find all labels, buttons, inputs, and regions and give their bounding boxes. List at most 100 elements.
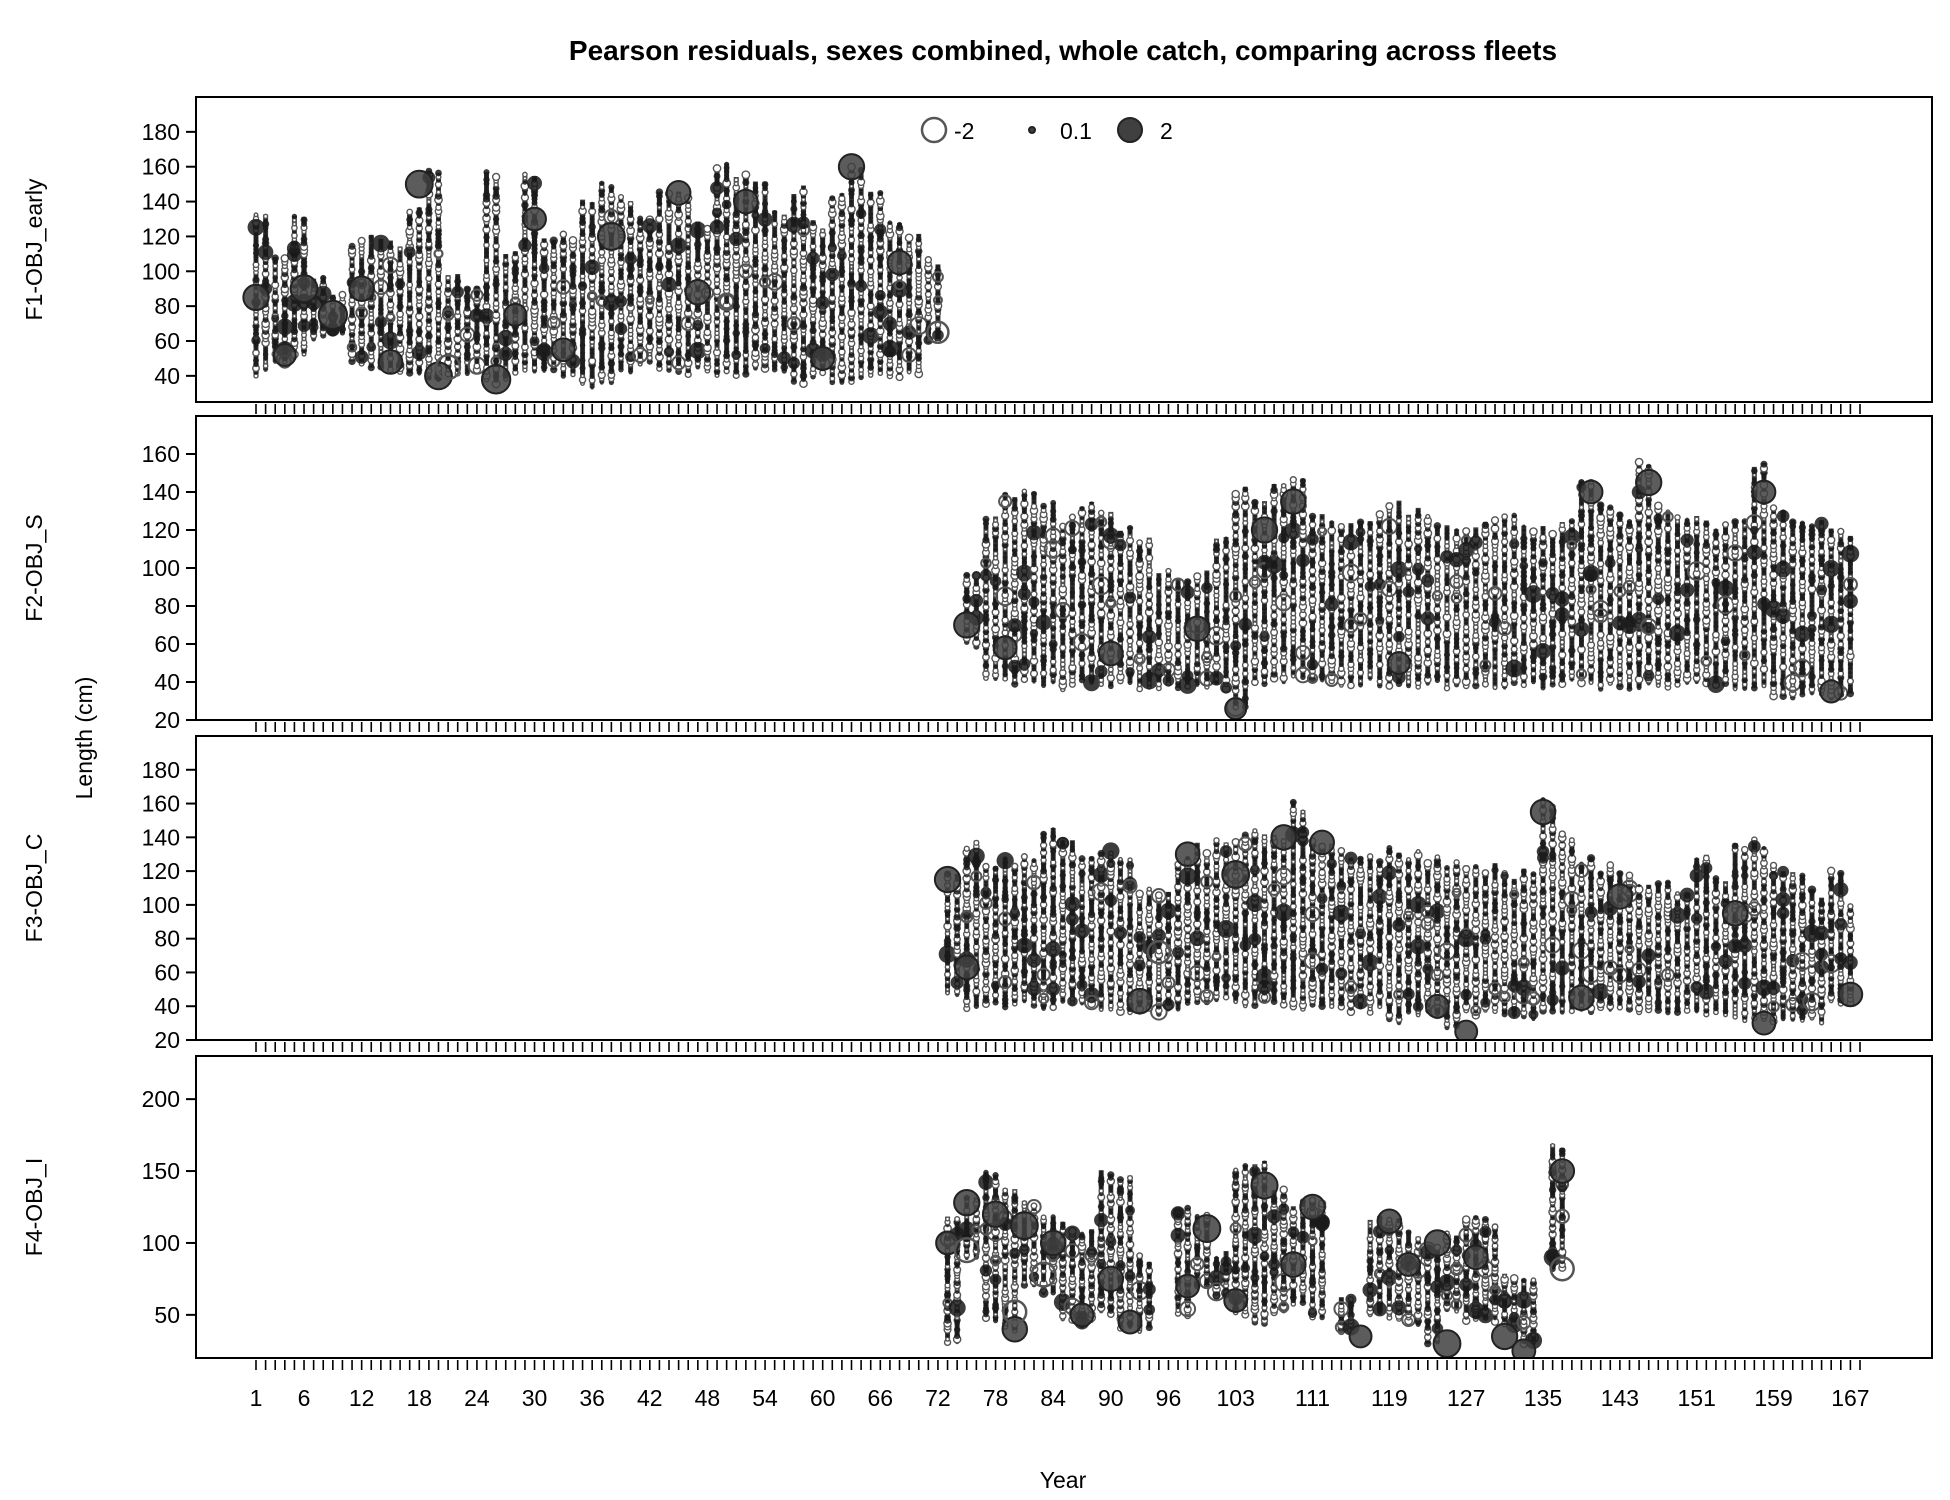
residual-point [1271,546,1277,552]
residual-point [733,311,740,317]
residual-point [1003,613,1008,619]
residual-point [714,238,720,244]
residual-point [655,188,664,196]
residual-point [1117,615,1124,622]
residual-point [1224,536,1228,540]
residual-point [1157,590,1161,594]
residual-point [1078,614,1086,621]
residual-point [427,272,431,277]
residual-point [800,243,807,249]
residual-point [367,364,375,372]
residual-point [1032,550,1036,555]
residual-point [1183,578,1192,586]
residual-point [714,346,720,351]
residual-point [273,279,278,284]
residual-point [540,337,548,344]
residual-point [407,320,413,326]
residual-point [868,219,873,224]
residual-point [521,359,529,366]
residual-point [888,240,892,244]
residual-point [868,211,873,217]
residual-bubble [751,211,760,220]
residual-point [368,234,374,241]
residual-point [982,612,990,619]
residual-point [859,191,863,196]
residual-point [1329,544,1335,550]
residual-point [560,285,567,291]
residual-point [810,220,817,227]
residual-point [771,335,779,343]
residual-point [1097,509,1105,517]
residual-point [868,197,873,201]
residual-point [751,310,760,319]
residual-point [676,361,682,367]
residual-point [1012,593,1018,600]
residual-bubble [1142,629,1157,645]
residual-point [1299,628,1306,635]
residual-bubble [757,211,773,227]
residual-point [646,259,653,266]
residual-point [924,256,933,264]
residual-point [761,200,769,207]
residual-point [666,355,672,362]
residual-bubble [478,308,495,324]
residual-point [657,208,662,214]
residual-bubble [979,569,993,582]
residual-point [445,298,451,304]
residual-point [656,224,663,230]
residual-point [905,284,913,292]
residual-point [398,251,402,255]
residual-point [886,292,894,299]
residual-point [436,297,441,302]
residual-point [483,269,490,275]
residual-point [1252,654,1258,660]
residual-bubble [932,295,943,306]
residual-point [426,287,432,293]
residual-point [1270,611,1278,620]
residual-point [1291,590,1296,595]
residual-point [397,342,403,348]
residual-bubble [737,263,754,279]
residual-bubble-large [435,354,462,381]
residual-bubble [1220,681,1233,694]
residual-bubble-large [684,278,712,306]
residual-bubble [276,318,294,336]
residual-point [599,353,604,358]
residual-point [676,227,682,233]
residual-point [1116,530,1125,539]
residual-bubble [624,252,637,266]
residual-point [253,239,259,245]
residual-point [367,264,375,272]
residual-point [887,220,893,225]
residual-point [252,276,260,284]
residual-point [857,297,865,305]
residual-point [571,280,575,285]
residual-point [445,275,451,281]
residual-bubble-large [242,283,270,312]
residual-point [1079,506,1085,512]
residual-point [868,300,873,305]
residual-bubble [535,343,553,361]
residual-point [1241,661,1249,669]
residual-point [398,258,402,263]
residual-point [799,322,808,330]
residual-point [705,326,710,331]
residual-point [781,299,788,305]
residual-point [895,223,904,232]
residual-bubble [670,237,687,254]
residual-bubble [718,293,735,310]
residual-point [415,209,423,217]
residual-point [1146,538,1153,545]
residual-point [1319,656,1326,663]
residual-point [1089,646,1095,652]
residual-point [435,300,442,307]
residual-point [463,285,472,294]
residual-bubble [632,347,649,364]
residual-point [272,274,278,281]
residual-point [1289,476,1297,484]
residual-bubble [1296,553,1310,568]
residual-point [723,241,730,248]
residual-bubble-large [272,342,297,367]
residual-point [1261,606,1268,612]
residual-point [1107,565,1115,573]
